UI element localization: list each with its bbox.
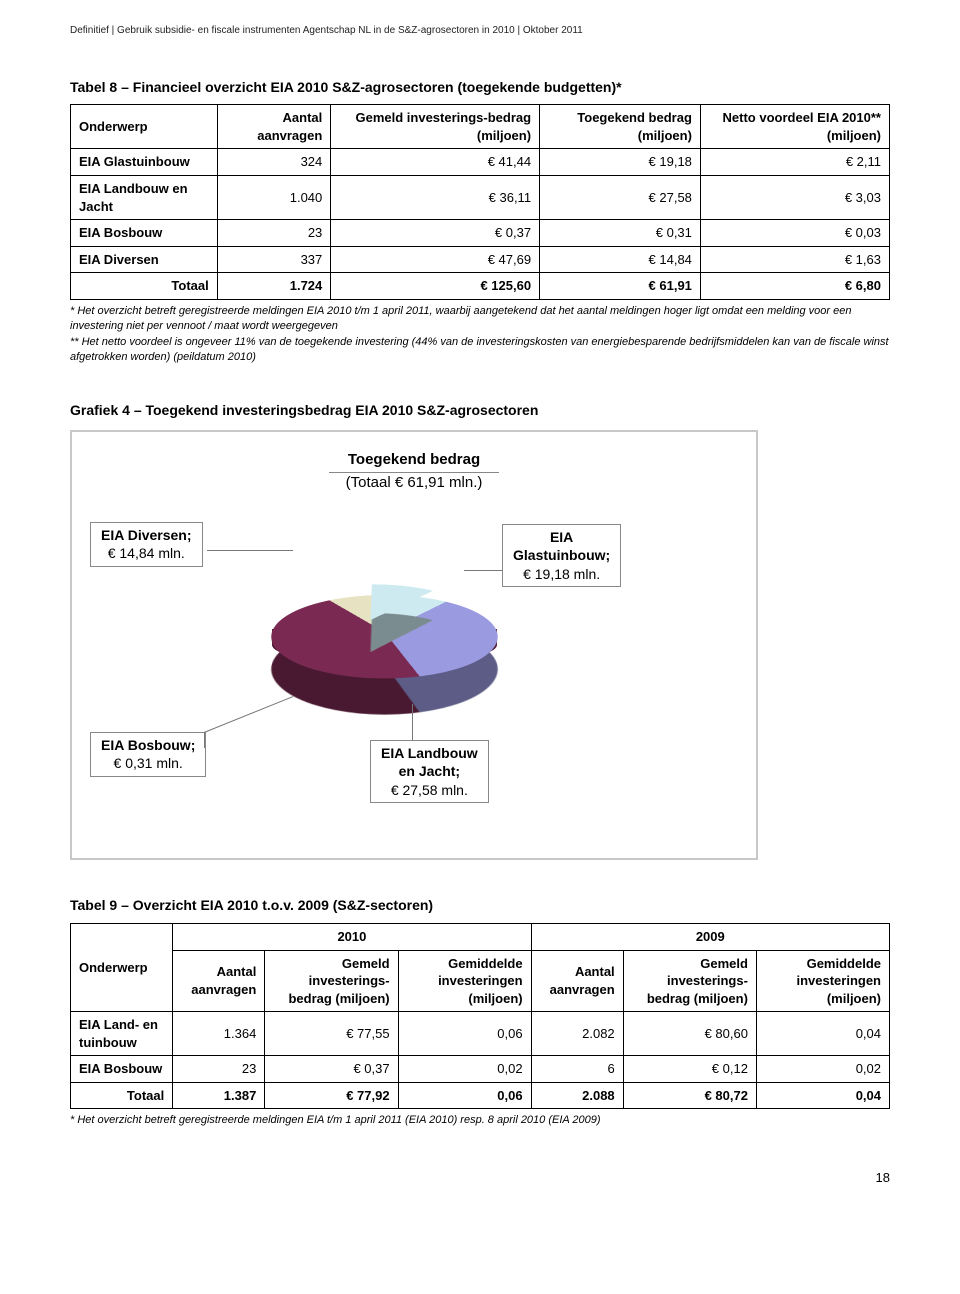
table8-col-toegekend: Toegekend bedrag (miljoen) [540,105,701,149]
chart-title-l2: (Totaal € 61,91 mln.) [94,473,734,493]
table9-year-2010: 2010 [173,924,531,951]
chart-label-bosbouw: EIA Bosbouw; € 0,31 mln. [90,732,206,776]
table-row: EIA Landbouw en Jacht1.040€ 36,11€ 27,58… [71,176,890,220]
chart-label-glastuinbouw: EIA Glastuinbouw; € 19,18 mln. [502,524,621,587]
table9-col-onderwerp: Onderwerp [71,924,173,1012]
table9-caption: Tabel 9 – Overzicht EIA 2010 t.o.v. 2009… [70,896,890,915]
table9-col-a-g: Gemeld investerings-bedrag (miljoen) [265,950,398,1012]
table8-caption: Tabel 8 – Financieel overzicht EIA 2010 … [70,78,890,97]
chart-label-diversen: EIA Diversen; € 14,84 mln. [90,522,203,566]
table9-col-b-g: Gemeld investerings-bedrag (miljoen) [623,950,756,1012]
table8-total-row: Totaal1.724€ 125,60€ 61,91€ 6,80 [71,273,890,300]
pie-chart: Toegekend bedrag (Totaal € 61,91 mln.) E… [70,430,758,860]
running-header: Definitief | Gebruik subsidie- en fiscal… [70,24,890,38]
table9-footnotes: * Het overzicht betreft geregistreerde m… [70,1113,890,1128]
table8-col-netto: Netto voordeel EIA 2010** (miljoen) [700,105,889,149]
chart-label-landbouw: EIA Landbouw en Jacht; € 27,58 mln. [370,740,489,803]
table8: Onderwerp Aantal aanvragen Gemeld invest… [70,104,890,299]
chart-title-l1: Toegekend bedrag [348,451,480,468]
table-row: EIA Bosbouw23€ 0,370,026€ 0,120,02 [71,1056,890,1083]
table9-col-b-m: Gemiddelde investeringen (miljoen) [756,950,889,1012]
table9-total-row: Totaal1.387€ 77,920,062.088€ 80,720,04 [71,1082,890,1109]
table9: Onderwerp 2010 2009 Aantal aanvragen Gem… [70,923,890,1109]
page-number: 18 [70,1169,890,1187]
chart-caption: Grafiek 4 – Toegekend investeringsbedrag… [70,401,890,420]
table-row: EIA Diversen337€ 47,69€ 14,84€ 1,63 [71,246,890,273]
pie-body [272,552,497,717]
table8-col-aantal: Aantal aanvragen [217,105,331,149]
table9-col-a-n: Aantal aanvragen [173,950,265,1012]
table-row: EIA Bosbouw23€ 0,37€ 0,31€ 0,03 [71,220,890,247]
table8-col-gemeld: Gemeld investerings-bedrag (miljoen) [331,105,540,149]
table9-col-a-m: Gemiddelde investeringen (miljoen) [398,950,531,1012]
table9-col-b-n: Aantal aanvragen [531,950,623,1012]
table8-footnotes: * Het overzicht betreft geregistreerde m… [70,304,890,366]
table9-year-2009: 2009 [531,924,889,951]
table-row: EIA Land- en tuinbouw1.364€ 77,550,062.0… [71,1012,890,1056]
table-row: EIA Glastuinbouw324€ 41,44€ 19,18€ 2,11 [71,149,890,176]
chart-title: Toegekend bedrag (Totaal € 61,91 mln.) [94,450,734,494]
table8-col-onderwerp: Onderwerp [71,105,218,149]
